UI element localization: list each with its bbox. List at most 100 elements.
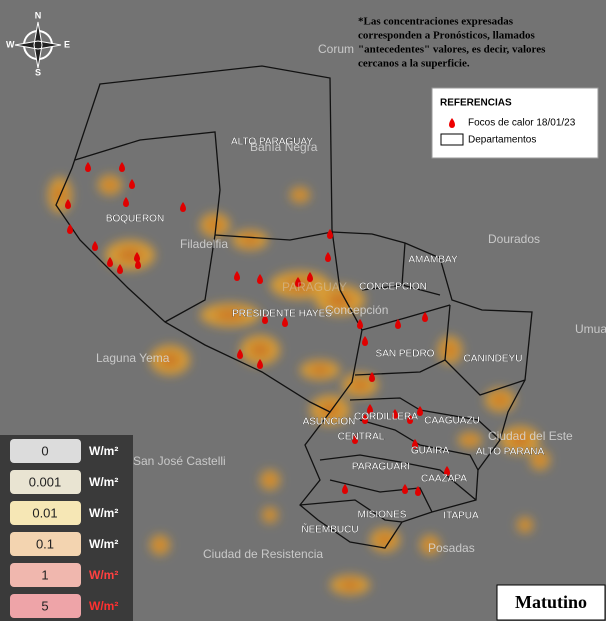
fire [307,272,313,282]
heat-core [464,436,476,444]
fires [65,162,450,496]
note: *Las concentraciones expresadas correspon… [358,16,546,70]
place-label: Filadelfia [180,237,228,251]
heat-core [207,219,223,231]
fire [257,274,263,284]
scale-value: 0.01 [32,505,57,520]
compass: N S E W [6,10,70,77]
place-label: Dourados [488,232,540,246]
note-line: "antecedentes" valores, es decir, valore… [358,44,546,56]
department-label: ASUNCION [303,417,356,428]
heat-core [425,540,435,550]
place-label: Corum [318,42,354,56]
heat-core [320,402,340,418]
note-line: *Las concentraciones expresadas [358,16,514,28]
scale-unit: W/m² [89,475,118,489]
period: Matutino [515,592,587,612]
fire [129,179,135,189]
department-label: CAAGUAZU [424,416,480,427]
heat-core [104,180,116,190]
department-label: PARAGUARI [352,462,410,473]
heat-core [160,352,180,368]
heat-core [327,292,353,308]
department-label: CANINDEYU [464,354,523,365]
scale-swatch [10,470,81,494]
fire [325,252,331,262]
department-label: AMAMBAY [408,255,458,266]
fire [234,271,240,281]
heat-core [215,309,245,321]
fire [342,484,348,494]
place-label: Bahía Negra [250,140,318,154]
department-label: ALTO PARAGUAY [231,137,313,148]
fire [395,319,401,329]
scale-value: 0 [41,443,48,458]
scale-swatch [10,532,81,556]
heat-core [535,455,545,465]
place-label: Ciudad del Este [488,429,573,443]
scale-unit: W/m² [89,599,118,613]
heat-core [492,394,508,406]
fire-symbol [449,118,455,128]
scale-swatch [10,594,81,618]
fire [415,486,421,496]
fire [412,439,418,449]
place-label: San José Castelli [133,454,226,468]
fire [392,409,398,419]
note-line: cercanos a la superficie. [358,58,470,70]
period-box [496,584,606,621]
compass-e: E [64,39,70,49]
compass-w: W [6,39,15,49]
heat-core [340,580,360,590]
fire [417,406,423,416]
scale-value: 1 [41,567,48,582]
heat-core [510,433,530,447]
department-label: BOQUERON [106,214,164,225]
fire [85,162,91,172]
legend-title: REFERENCIAS [440,98,512,109]
heat-core [351,379,369,391]
scale-value: 0.001 [29,474,62,489]
legend-item: Focos de calor 18/01/23 [468,118,576,129]
scale-unit: W/m² [89,537,118,551]
department-label: MISIONES [358,510,407,521]
compass-s: S [35,67,41,77]
place-label: Umua [575,322,606,336]
fire [444,466,450,476]
heat-core [444,343,456,357]
labels: ALTO PARAGUAY BOQUERON PRESIDENTE HAYES AMA… [96,42,606,561]
fire [117,264,123,274]
scale-swatch [10,501,81,525]
scale-unit: W/m² [89,444,118,458]
scale-value: 0.1 [36,536,54,551]
fire [119,162,125,172]
department-label: SAN PEDRO [376,349,435,360]
fire [67,224,73,234]
fire [295,277,301,287]
scale-unit: W/m² [89,568,118,582]
fire [327,229,333,239]
fire [407,414,413,424]
fire [65,199,71,209]
legend: REFERENCIAS Focos de calor 18/01/23 Depa… [431,87,599,159]
fire [362,414,368,424]
fire [367,404,373,414]
department-label: ALTO PARANA [476,447,545,458]
fire [369,372,375,382]
compass-n: N [35,10,42,20]
note-line: corresponden a Pronósticos, llamados [358,30,536,42]
heat-core [155,540,165,550]
department-label: CENTRAL [338,432,385,443]
fire [135,259,141,269]
heat-core [250,342,270,358]
department-label: CAAZAPA [421,474,467,485]
department-label: CONCEPCION [359,282,427,293]
heat-core [266,511,274,519]
legend-item: Departamentos [468,135,536,146]
scale-swatch [10,563,81,587]
fire [402,484,408,494]
place-label: Concepción [325,303,388,317]
fire [282,317,288,327]
fire [352,434,358,444]
